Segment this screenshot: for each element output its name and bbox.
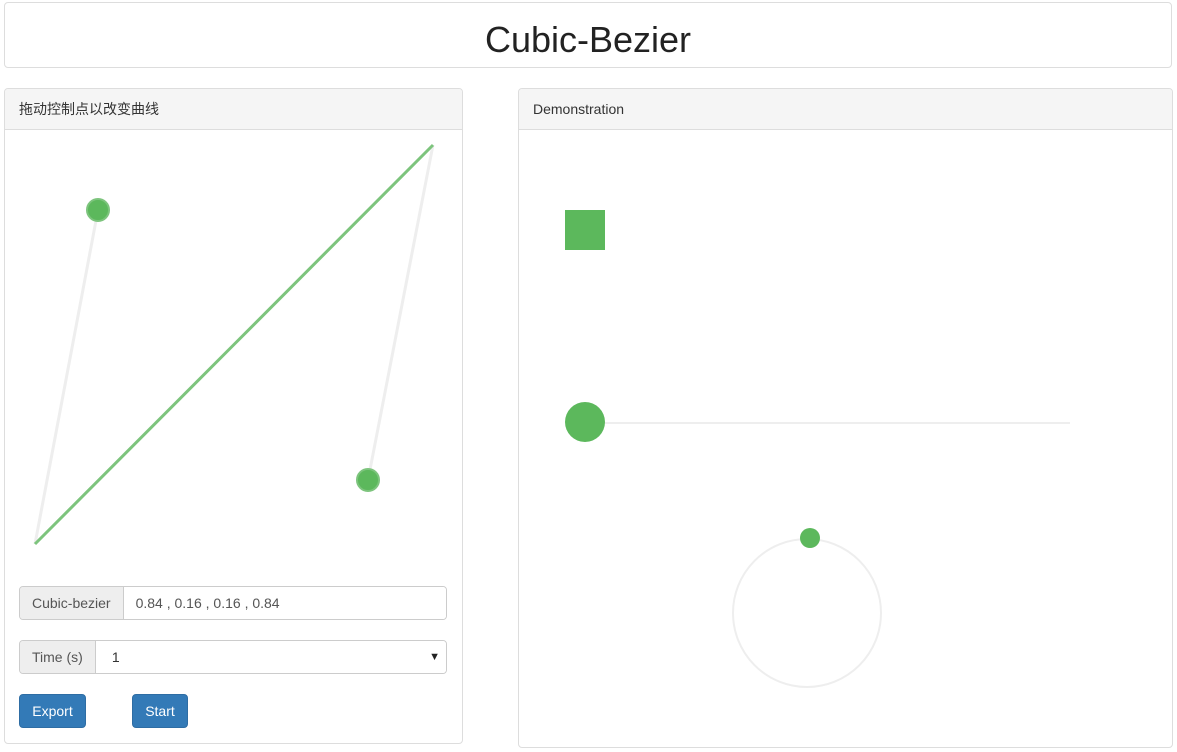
control-line-1 [33,209,100,545]
control-line-2 [366,144,435,481]
cubic-bezier-input[interactable] [123,587,446,619]
time-label: Time (s) [20,641,96,673]
cubic-bezier-label: Cubic-bezier [20,587,124,619]
demonstration-panel: Demonstration [518,88,1173,748]
page-title: Cubic-Bezier [484,19,692,60]
time-select[interactable]: 1 ▼ [95,641,446,673]
start-button[interactable]: Start [132,694,188,728]
export-button[interactable]: Export [19,694,86,728]
curve-editor-panel: 拖动控制点以改变曲线 Cubic-bezier Time (s) 1 ▼ Exp… [4,88,463,744]
curve-canvas [33,143,435,546]
control-point-2-handle[interactable] [356,468,380,492]
demo-orbit-dot [800,528,820,548]
demo-square [565,210,605,250]
control-point-1-handle[interactable] [86,198,110,222]
bezier-curve [33,143,435,546]
time-input-group: Time (s) 1 ▼ [19,640,447,674]
cubic-bezier-input-group: Cubic-bezier [19,586,447,620]
page-header: Cubic-Bezier [4,2,1172,68]
demo-orbit-ring [732,538,882,688]
time-select-value: 1 [111,649,120,665]
demonstration-heading: Demonstration [519,89,1172,130]
demo-moving-ball [565,402,605,442]
demonstration-canvas [565,210,1070,688]
chevron-down-icon: ▼ [429,651,440,663]
curve-editor-heading: 拖动控制点以改变曲线 [5,89,462,130]
